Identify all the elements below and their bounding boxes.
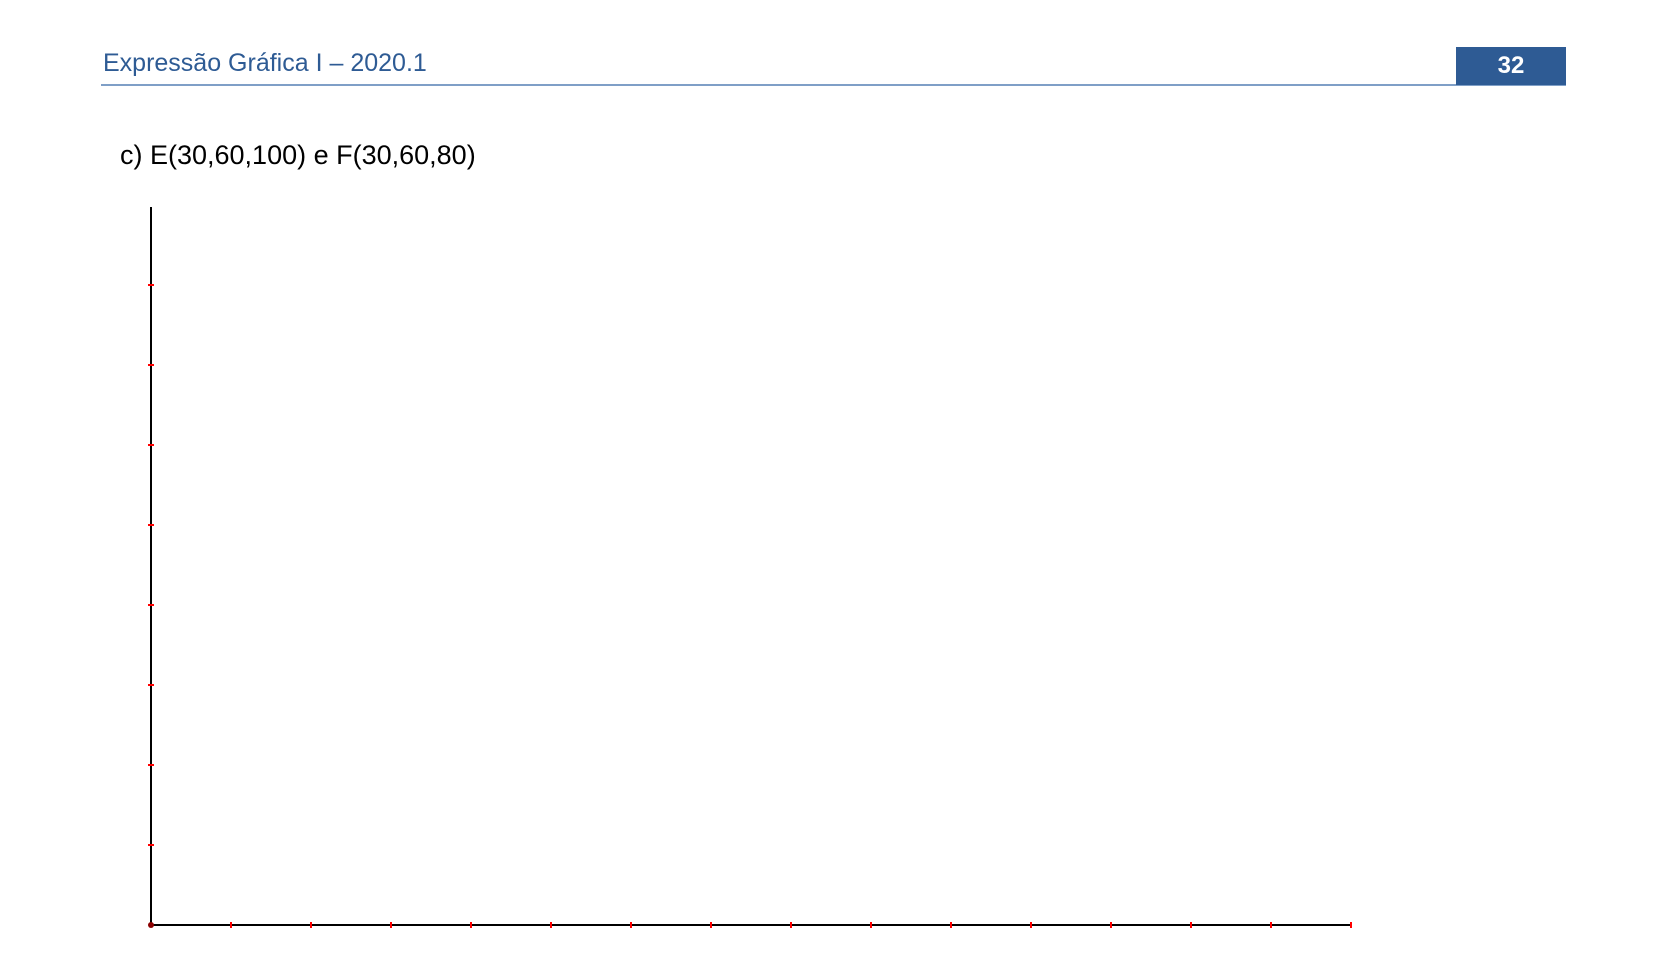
origin-point — [148, 922, 154, 928]
header-divider — [101, 84, 1566, 86]
page-number-badge: 32 — [1456, 47, 1566, 85]
header-title: Expressão Gráfica I – 2020.1 — [103, 49, 427, 77]
axis-ticks — [148, 284, 1352, 928]
exercise-label: c) E(30,60,100) e F(30,60,80) — [120, 140, 476, 170]
